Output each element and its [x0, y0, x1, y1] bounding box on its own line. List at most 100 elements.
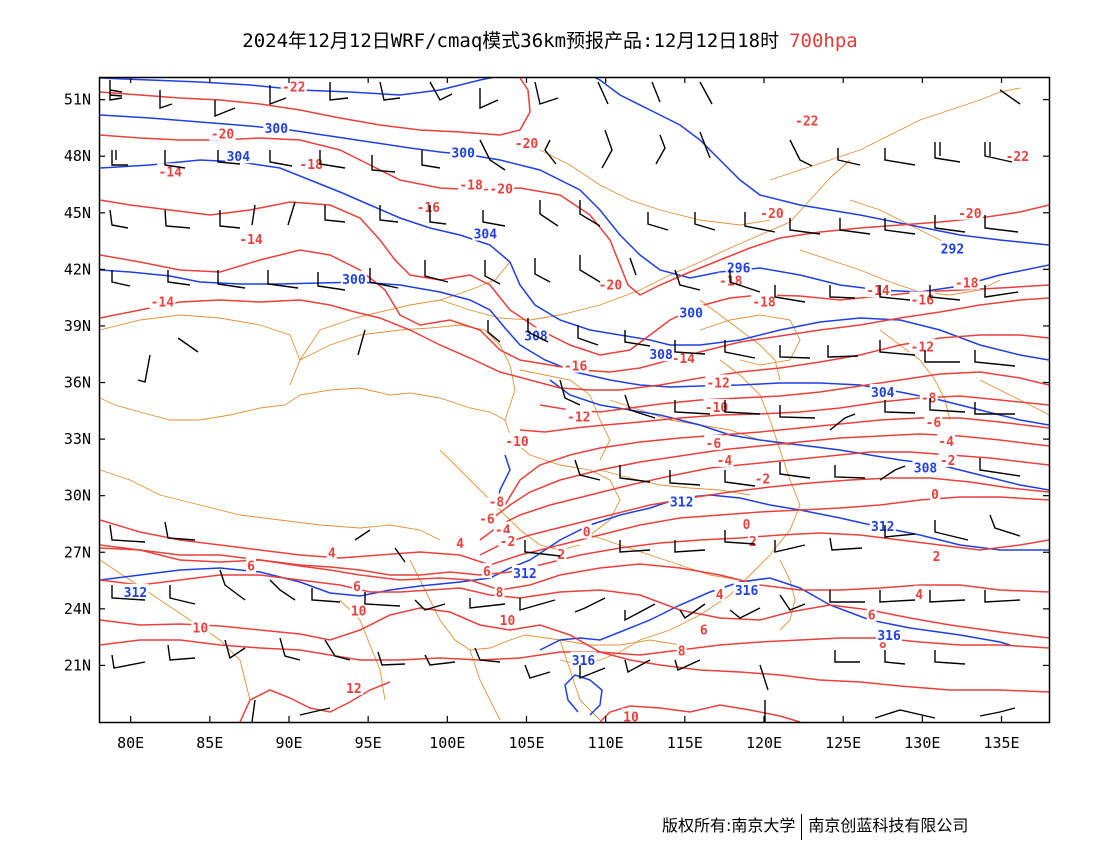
temperature-label-bg — [349, 602, 368, 618]
lon-tick-label: 85E — [196, 734, 223, 752]
temperature-label-bg — [597, 276, 624, 292]
wind-barb — [779, 345, 811, 359]
wind-barb — [479, 88, 499, 110]
temperature-label: -22 — [1006, 150, 1029, 165]
lon-tick-label: 95E — [355, 734, 382, 752]
wind-barb — [394, 547, 406, 563]
temperature-label: -8 — [921, 392, 937, 407]
wind-barb — [789, 139, 813, 167]
height-contour-308 — [497, 454, 511, 501]
temperature-label: -12 — [706, 377, 729, 392]
wind-barb — [164, 209, 191, 229]
height-label-bg — [678, 304, 705, 320]
temp-contour-20 — [99, 134, 1049, 296]
temp-contour-10 — [519, 395, 1049, 433]
temperature-label-bg — [487, 493, 506, 509]
wind-barb — [879, 465, 906, 481]
height-contour-312 — [99, 494, 1049, 597]
height-label-bg — [733, 581, 760, 597]
wind-barb — [219, 210, 241, 229]
wind-barb — [834, 465, 866, 479]
wind-barb — [167, 644, 196, 661]
wind-barb — [324, 205, 346, 223]
lon-tick-label: 110E — [588, 734, 624, 752]
temperature-label-bg — [914, 585, 925, 601]
height-label: 312 — [670, 495, 693, 510]
height-label-bg — [876, 627, 903, 643]
wind-barb — [217, 270, 246, 289]
wind-barb — [269, 579, 296, 601]
height-label: 300 — [679, 307, 703, 322]
wind-barb — [929, 285, 961, 301]
temperature-label-bg — [909, 291, 936, 307]
height-contour-316b — [564, 674, 603, 716]
wind-barb — [655, 134, 666, 165]
temperature-labels: -22-20-20-18-18 -20-14-16-14-14-20-22-20-… — [149, 78, 1031, 722]
temperature-label: -18 — [955, 277, 979, 292]
temperature-label: -14 — [151, 295, 175, 310]
wind-barb — [217, 150, 241, 165]
wind-barb — [999, 89, 1021, 105]
wind-barb — [679, 603, 706, 619]
wind-barb — [699, 81, 713, 105]
temperature-label-bg — [676, 642, 687, 658]
wind-barb — [317, 272, 346, 291]
lat-tick-label: 45N — [64, 204, 91, 222]
border-xinjiang-south — [99, 314, 301, 361]
wind-barb — [674, 340, 706, 355]
temperature-label: -20 — [515, 137, 539, 152]
temp-contour-p10 — [99, 607, 1049, 693]
temperature-label-bg — [956, 204, 983, 220]
temperature-label-bg — [513, 135, 540, 151]
wind-barb — [424, 260, 449, 283]
temperature-label: -4 — [717, 454, 733, 469]
temperature-label: -2 — [755, 473, 771, 488]
wind-barb — [651, 81, 661, 103]
lon-tick-label: 125E — [825, 734, 861, 752]
wind-barb — [619, 465, 651, 483]
temperature-label-bg — [493, 521, 512, 537]
height-label: 316 — [735, 584, 759, 599]
wind-barb — [329, 82, 349, 101]
temperature-label-bg — [498, 612, 517, 628]
temperature-label: 0 — [583, 526, 591, 541]
wind-barb — [724, 340, 756, 359]
wind-barb — [319, 150, 346, 169]
temp-contour-0 — [99, 496, 1049, 566]
temperature-label: -20 — [599, 278, 623, 293]
height-label: 308 — [649, 348, 673, 363]
border-india — [99, 559, 251, 701]
wind-barb — [759, 664, 769, 691]
temp-contour-p2 — [99, 532, 1049, 576]
wind-barb — [214, 100, 236, 118]
wind-barb — [984, 590, 1021, 603]
temperature-label-bg — [670, 350, 697, 366]
wind-barbs — [109, 80, 1021, 722]
wind-barb — [827, 345, 859, 358]
temperature-label-bg — [298, 155, 325, 171]
temperature-label: -12 — [911, 341, 934, 356]
wind-barb — [574, 459, 601, 481]
height-label-bg — [122, 583, 149, 599]
wind-barb — [624, 330, 651, 347]
wind-barb — [619, 540, 651, 553]
temperature-label-bg — [565, 408, 592, 424]
temperature-label: 6 — [868, 609, 876, 624]
temperature-label-bg — [751, 293, 777, 309]
temperature-label: -10 — [505, 435, 529, 450]
wind-barb — [539, 200, 559, 227]
border-inner-mongolia — [439, 159, 851, 321]
height-label: 316 — [877, 629, 901, 644]
wind-barb — [469, 598, 506, 609]
wind-barb — [934, 520, 969, 541]
lat-tick-label: 27N — [64, 543, 91, 561]
credit-right: 南京创蓝科技有限公司 — [808, 816, 969, 835]
temperature-label: -10 — [705, 401, 729, 416]
wind-barb — [879, 590, 916, 603]
temperature-label-bg — [698, 621, 709, 637]
wind-barb — [559, 379, 581, 406]
admin-borders — [99, 87, 1049, 721]
wind-barb — [364, 592, 401, 607]
wind-barb — [164, 150, 186, 169]
